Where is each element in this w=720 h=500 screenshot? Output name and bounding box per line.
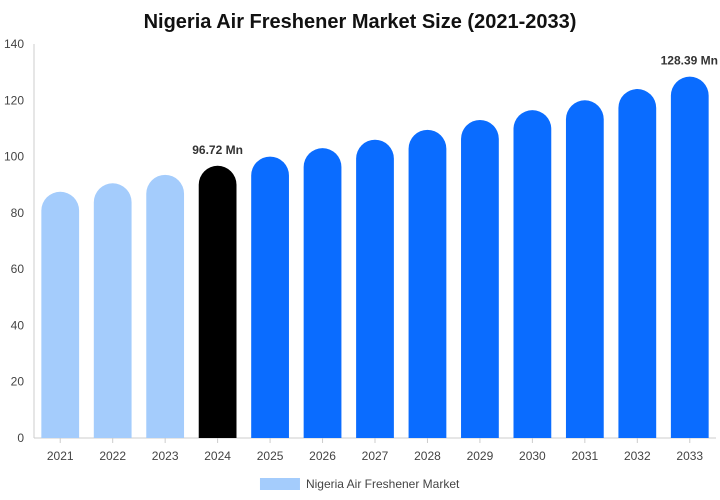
bar-2029[interactable] <box>461 119 499 439</box>
bar-2028[interactable] <box>408 129 447 439</box>
bar-2021[interactable] <box>41 191 80 438</box>
x-tick-label: 2022 <box>99 449 126 463</box>
bar-2033[interactable] <box>670 76 709 439</box>
y-tick-label: 40 <box>11 318 25 332</box>
y-tick-label: 20 <box>11 375 25 389</box>
x-tick-label: 2023 <box>152 449 179 463</box>
x-tick-label: 2033 <box>676 449 703 463</box>
x-tick-label: 2028 <box>414 449 441 463</box>
data-label-2024: 96.72 Mn <box>192 143 243 157</box>
bars <box>41 76 709 439</box>
x-axis: 2021 2022 2023 2024 2025 2026 2027 2028 2029 2030… <box>34 437 716 463</box>
bar-2027[interactable] <box>356 139 394 439</box>
legend[interactable]: Nigeria Air Freshener Market <box>259 477 460 491</box>
data-labels: 96.72 Mn 128.39 Mn <box>192 54 718 157</box>
x-tick-label: 2027 <box>362 449 389 463</box>
y-tick-label: 100 <box>4 150 24 164</box>
legend-swatch[interactable] <box>259 478 300 490</box>
bar-2030[interactable] <box>513 110 552 438</box>
y-axis: 0 20 40 60 80 100 120 140 <box>4 37 35 445</box>
x-tick-label: 2029 <box>467 449 494 463</box>
y-tick-label: 0 <box>17 431 24 445</box>
bar-2032[interactable] <box>618 89 657 438</box>
x-tick-label: 2024 <box>204 449 231 463</box>
data-label-2033: 128.39 Mn <box>661 54 718 68</box>
bar-2024[interactable] <box>198 165 237 438</box>
y-tick-label: 60 <box>11 262 25 276</box>
bar-2025[interactable] <box>251 156 289 439</box>
legend-label: Nigeria Air Freshener Market <box>306 477 460 491</box>
bar-2023[interactable] <box>146 174 185 438</box>
x-tick-label: 2026 <box>309 449 336 463</box>
bar-2022[interactable] <box>93 183 132 438</box>
bar-2026[interactable] <box>303 148 342 438</box>
y-tick-label: 140 <box>4 37 24 51</box>
x-tick-label: 2031 <box>571 449 598 463</box>
x-tick-label: 2021 <box>47 449 74 463</box>
y-tick-label: 80 <box>11 206 25 220</box>
chart-title: Nigeria Air Freshener Market Size (2021-… <box>144 11 577 33</box>
x-tick-label: 2032 <box>624 449 651 463</box>
x-tick-label: 2030 <box>519 449 546 463</box>
y-tick-label: 120 <box>4 93 24 107</box>
bar-2031[interactable] <box>565 100 604 438</box>
x-tick-label: 2025 <box>257 449 284 463</box>
